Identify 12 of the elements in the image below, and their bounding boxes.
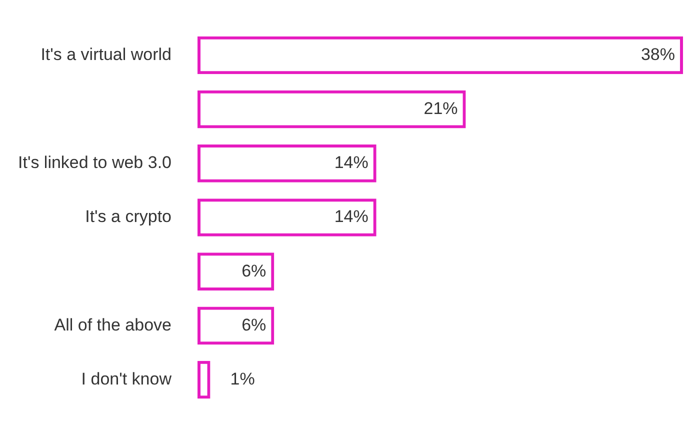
y-tick-label: It's a virtual world: [40, 44, 172, 64]
data-label: 38%: [640, 44, 675, 64]
data-label: 1%: [230, 369, 255, 388]
data-label: 6%: [242, 261, 266, 280]
data-label: 21%: [424, 99, 458, 118]
data-label: 6%: [242, 315, 266, 334]
data-label: 14%: [334, 207, 368, 226]
y-tick-label: It's linked to web 3.0: [18, 153, 172, 172]
y-tick-label: All of the above: [54, 315, 172, 334]
y-tick-label: I don't know: [81, 369, 172, 388]
data-label: 14%: [334, 153, 368, 172]
y-tick-label: It's a crypto: [85, 207, 172, 226]
